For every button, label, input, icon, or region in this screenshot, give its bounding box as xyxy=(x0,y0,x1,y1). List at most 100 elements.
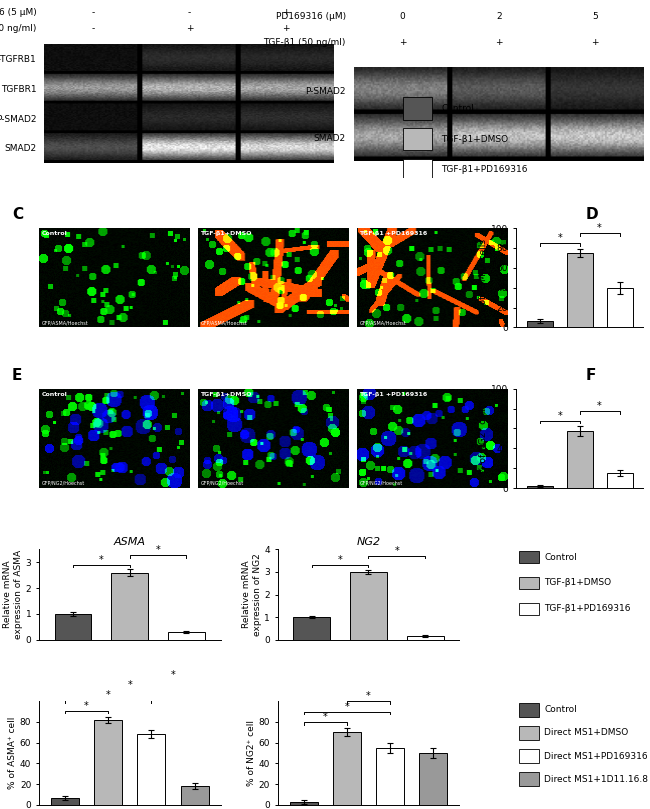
Text: GFP/ASMA/Hoechst: GFP/ASMA/Hoechst xyxy=(42,320,88,325)
Text: PD169316 (5 μM): PD169316 (5 μM) xyxy=(0,8,36,17)
Text: +: + xyxy=(282,8,289,17)
Text: *: * xyxy=(366,692,371,701)
Text: TGF-β1+DMSO: TGF-β1+DMSO xyxy=(200,392,252,397)
Text: Control: Control xyxy=(545,553,577,561)
Text: *: * xyxy=(170,670,176,680)
Text: TGFBR1: TGFBR1 xyxy=(1,85,36,94)
Text: PD169316 (μM): PD169316 (μM) xyxy=(276,12,346,21)
Y-axis label: % of ASMA⁺ cell: % of ASMA⁺ cell xyxy=(8,717,17,789)
Text: 0: 0 xyxy=(400,12,406,21)
Bar xyxy=(403,97,432,120)
Text: Control: Control xyxy=(42,231,67,236)
Bar xyxy=(111,573,148,640)
Text: TGF-β1 +PD169316: TGF-β1 +PD169316 xyxy=(359,392,428,397)
Text: Direct MS1+PD169316: Direct MS1+PD169316 xyxy=(545,752,648,760)
Text: GFP/NG2/Hoechst: GFP/NG2/Hoechst xyxy=(200,481,244,485)
Bar xyxy=(403,159,432,181)
Text: E: E xyxy=(12,368,22,383)
Text: TGF-β1+PD169316: TGF-β1+PD169316 xyxy=(441,165,528,175)
Text: P-SMAD2: P-SMAD2 xyxy=(306,87,346,96)
Text: SMAD2: SMAD2 xyxy=(4,145,36,154)
Text: D: D xyxy=(586,207,599,222)
Text: *: * xyxy=(395,545,399,556)
Bar xyxy=(567,431,593,488)
Bar xyxy=(526,486,552,488)
Title: ASMA: ASMA xyxy=(114,537,146,547)
Text: *: * xyxy=(127,680,132,690)
Text: -: - xyxy=(92,24,95,33)
Text: *: * xyxy=(106,690,110,701)
Bar xyxy=(519,726,540,739)
Text: GFP/ASMA/Hoechst: GFP/ASMA/Hoechst xyxy=(200,320,247,325)
Bar xyxy=(419,753,447,805)
Bar xyxy=(519,703,540,717)
Text: p-TGFRB1: p-TGFRB1 xyxy=(0,55,36,64)
Text: -: - xyxy=(92,8,95,17)
Text: C: C xyxy=(12,207,23,222)
Bar xyxy=(290,802,318,805)
Y-axis label: % of ASMA⁺ cells: % of ASMA⁺ cells xyxy=(479,239,488,316)
Text: P-SMAD2: P-SMAD2 xyxy=(0,115,36,124)
Text: +: + xyxy=(495,38,502,47)
Text: +: + xyxy=(282,24,289,33)
Text: *: * xyxy=(557,411,562,421)
Bar xyxy=(606,288,632,328)
Text: TGF-β1+PD169316: TGF-β1+PD169316 xyxy=(545,604,631,613)
Text: TGF-β1+DMSO: TGF-β1+DMSO xyxy=(200,231,252,236)
Bar xyxy=(293,617,330,640)
Y-axis label: % of NG2⁺ cells: % of NG2⁺ cells xyxy=(479,403,488,474)
Y-axis label: % of NG2⁺ cell: % of NG2⁺ cell xyxy=(247,720,256,786)
Text: TGF-β1 (50 ng/ml): TGF-β1 (50 ng/ml) xyxy=(264,38,346,47)
Bar xyxy=(519,551,540,563)
Text: *: * xyxy=(597,401,602,411)
Text: SMAD2: SMAD2 xyxy=(314,134,346,143)
Text: Control: Control xyxy=(42,392,67,397)
Text: Direct MS1+DMSO: Direct MS1+DMSO xyxy=(545,728,629,738)
Text: TGF-β1 +PD169316: TGF-β1 +PD169316 xyxy=(359,231,428,236)
Bar xyxy=(519,577,540,589)
Bar xyxy=(403,128,432,150)
Bar xyxy=(350,572,387,640)
Text: 5: 5 xyxy=(592,12,598,21)
Text: *: * xyxy=(156,545,161,556)
Text: *: * xyxy=(338,555,343,565)
Text: -: - xyxy=(188,8,191,17)
Text: *: * xyxy=(557,234,562,244)
Text: +: + xyxy=(186,24,193,33)
Text: TGF-β1 (50 ng/ml): TGF-β1 (50 ng/ml) xyxy=(0,24,36,33)
Text: *: * xyxy=(99,554,104,565)
Bar xyxy=(168,632,205,640)
Text: Direct MS1+1D11.16.8: Direct MS1+1D11.16.8 xyxy=(545,775,649,784)
Bar xyxy=(376,748,404,805)
Text: Control: Control xyxy=(545,705,577,714)
Bar xyxy=(526,320,552,328)
Text: GFP/NG2/Hoechst: GFP/NG2/Hoechst xyxy=(359,481,402,485)
Bar xyxy=(137,735,165,805)
Bar xyxy=(51,798,79,805)
Text: *: * xyxy=(84,701,89,711)
Text: GFP/ASMA/Hoechst: GFP/ASMA/Hoechst xyxy=(359,320,406,325)
Text: F: F xyxy=(586,368,597,383)
Bar xyxy=(407,637,444,640)
Text: Control: Control xyxy=(441,104,474,113)
Text: +: + xyxy=(592,38,599,47)
Bar xyxy=(567,253,593,328)
Bar xyxy=(519,603,540,615)
Text: *: * xyxy=(323,712,328,722)
Title: NG2: NG2 xyxy=(356,537,380,547)
Text: TGF-β1+DMSO: TGF-β1+DMSO xyxy=(441,134,508,144)
Y-axis label: Relative mRNA
expression of NG2: Relative mRNA expression of NG2 xyxy=(242,553,261,636)
Bar xyxy=(181,786,209,805)
Text: *: * xyxy=(597,223,602,234)
Text: TGF-β1+DMSO: TGF-β1+DMSO xyxy=(545,578,612,587)
Bar xyxy=(606,473,632,488)
Bar xyxy=(519,773,540,786)
Y-axis label: Relative mRNA
expression of ASMA: Relative mRNA expression of ASMA xyxy=(3,550,23,639)
Text: *: * xyxy=(344,702,349,712)
Bar xyxy=(94,720,122,805)
Bar xyxy=(333,732,361,805)
Text: GFP/NG2/Hoechst: GFP/NG2/Hoechst xyxy=(42,481,84,485)
Text: 2: 2 xyxy=(496,12,502,21)
Bar xyxy=(519,749,540,763)
Text: +: + xyxy=(399,38,406,47)
